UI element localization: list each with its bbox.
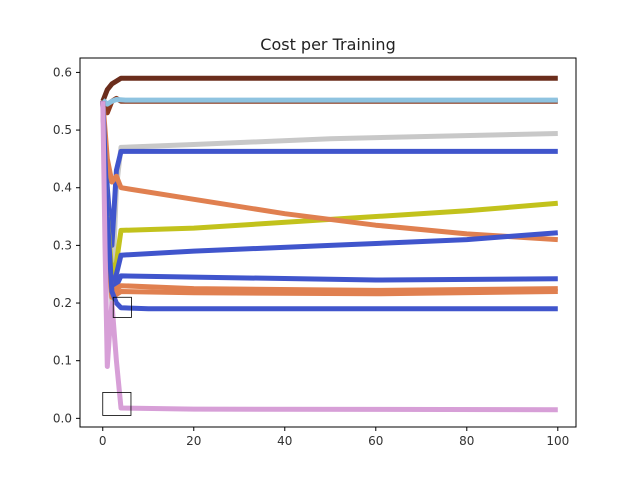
y-tick-label: 0.5 [53, 123, 72, 137]
y-tick-label: 0.4 [53, 181, 72, 195]
y-tick-label: 0.1 [53, 354, 72, 368]
series-line-13 [100, 101, 558, 413]
y-tick-label: 0.3 [53, 238, 72, 252]
annotation-layer [102, 296, 132, 416]
x-tick-label: 60 [368, 434, 383, 448]
y-axis: 0.0 0.1 0.2 0.3 0.4 0.5 0.6 [53, 65, 80, 425]
x-tick-label: 20 [186, 434, 201, 448]
x-axis: 0 20 40 60 80 100 [99, 427, 569, 448]
series-line-7 [100, 101, 558, 243]
series-line-1 [100, 75, 558, 103]
y-tick-label: 0.0 [53, 411, 72, 425]
series-line-3 [101, 97, 558, 107]
x-tick-label: 100 [546, 434, 569, 448]
y-tick-label: 0.6 [53, 65, 72, 79]
x-tick-label: 0 [99, 434, 107, 448]
chart-title: Cost per Training [260, 35, 395, 54]
y-tick-label: 0.2 [53, 296, 72, 310]
annotation-box-1 [112, 296, 132, 318]
series-layer [100, 75, 559, 413]
plot-frame [79, 57, 577, 428]
x-tick-label: 40 [277, 434, 292, 448]
x-tick-label: 80 [459, 434, 474, 448]
annotation-box-2 [102, 392, 132, 416]
series-line-12 [100, 101, 558, 312]
